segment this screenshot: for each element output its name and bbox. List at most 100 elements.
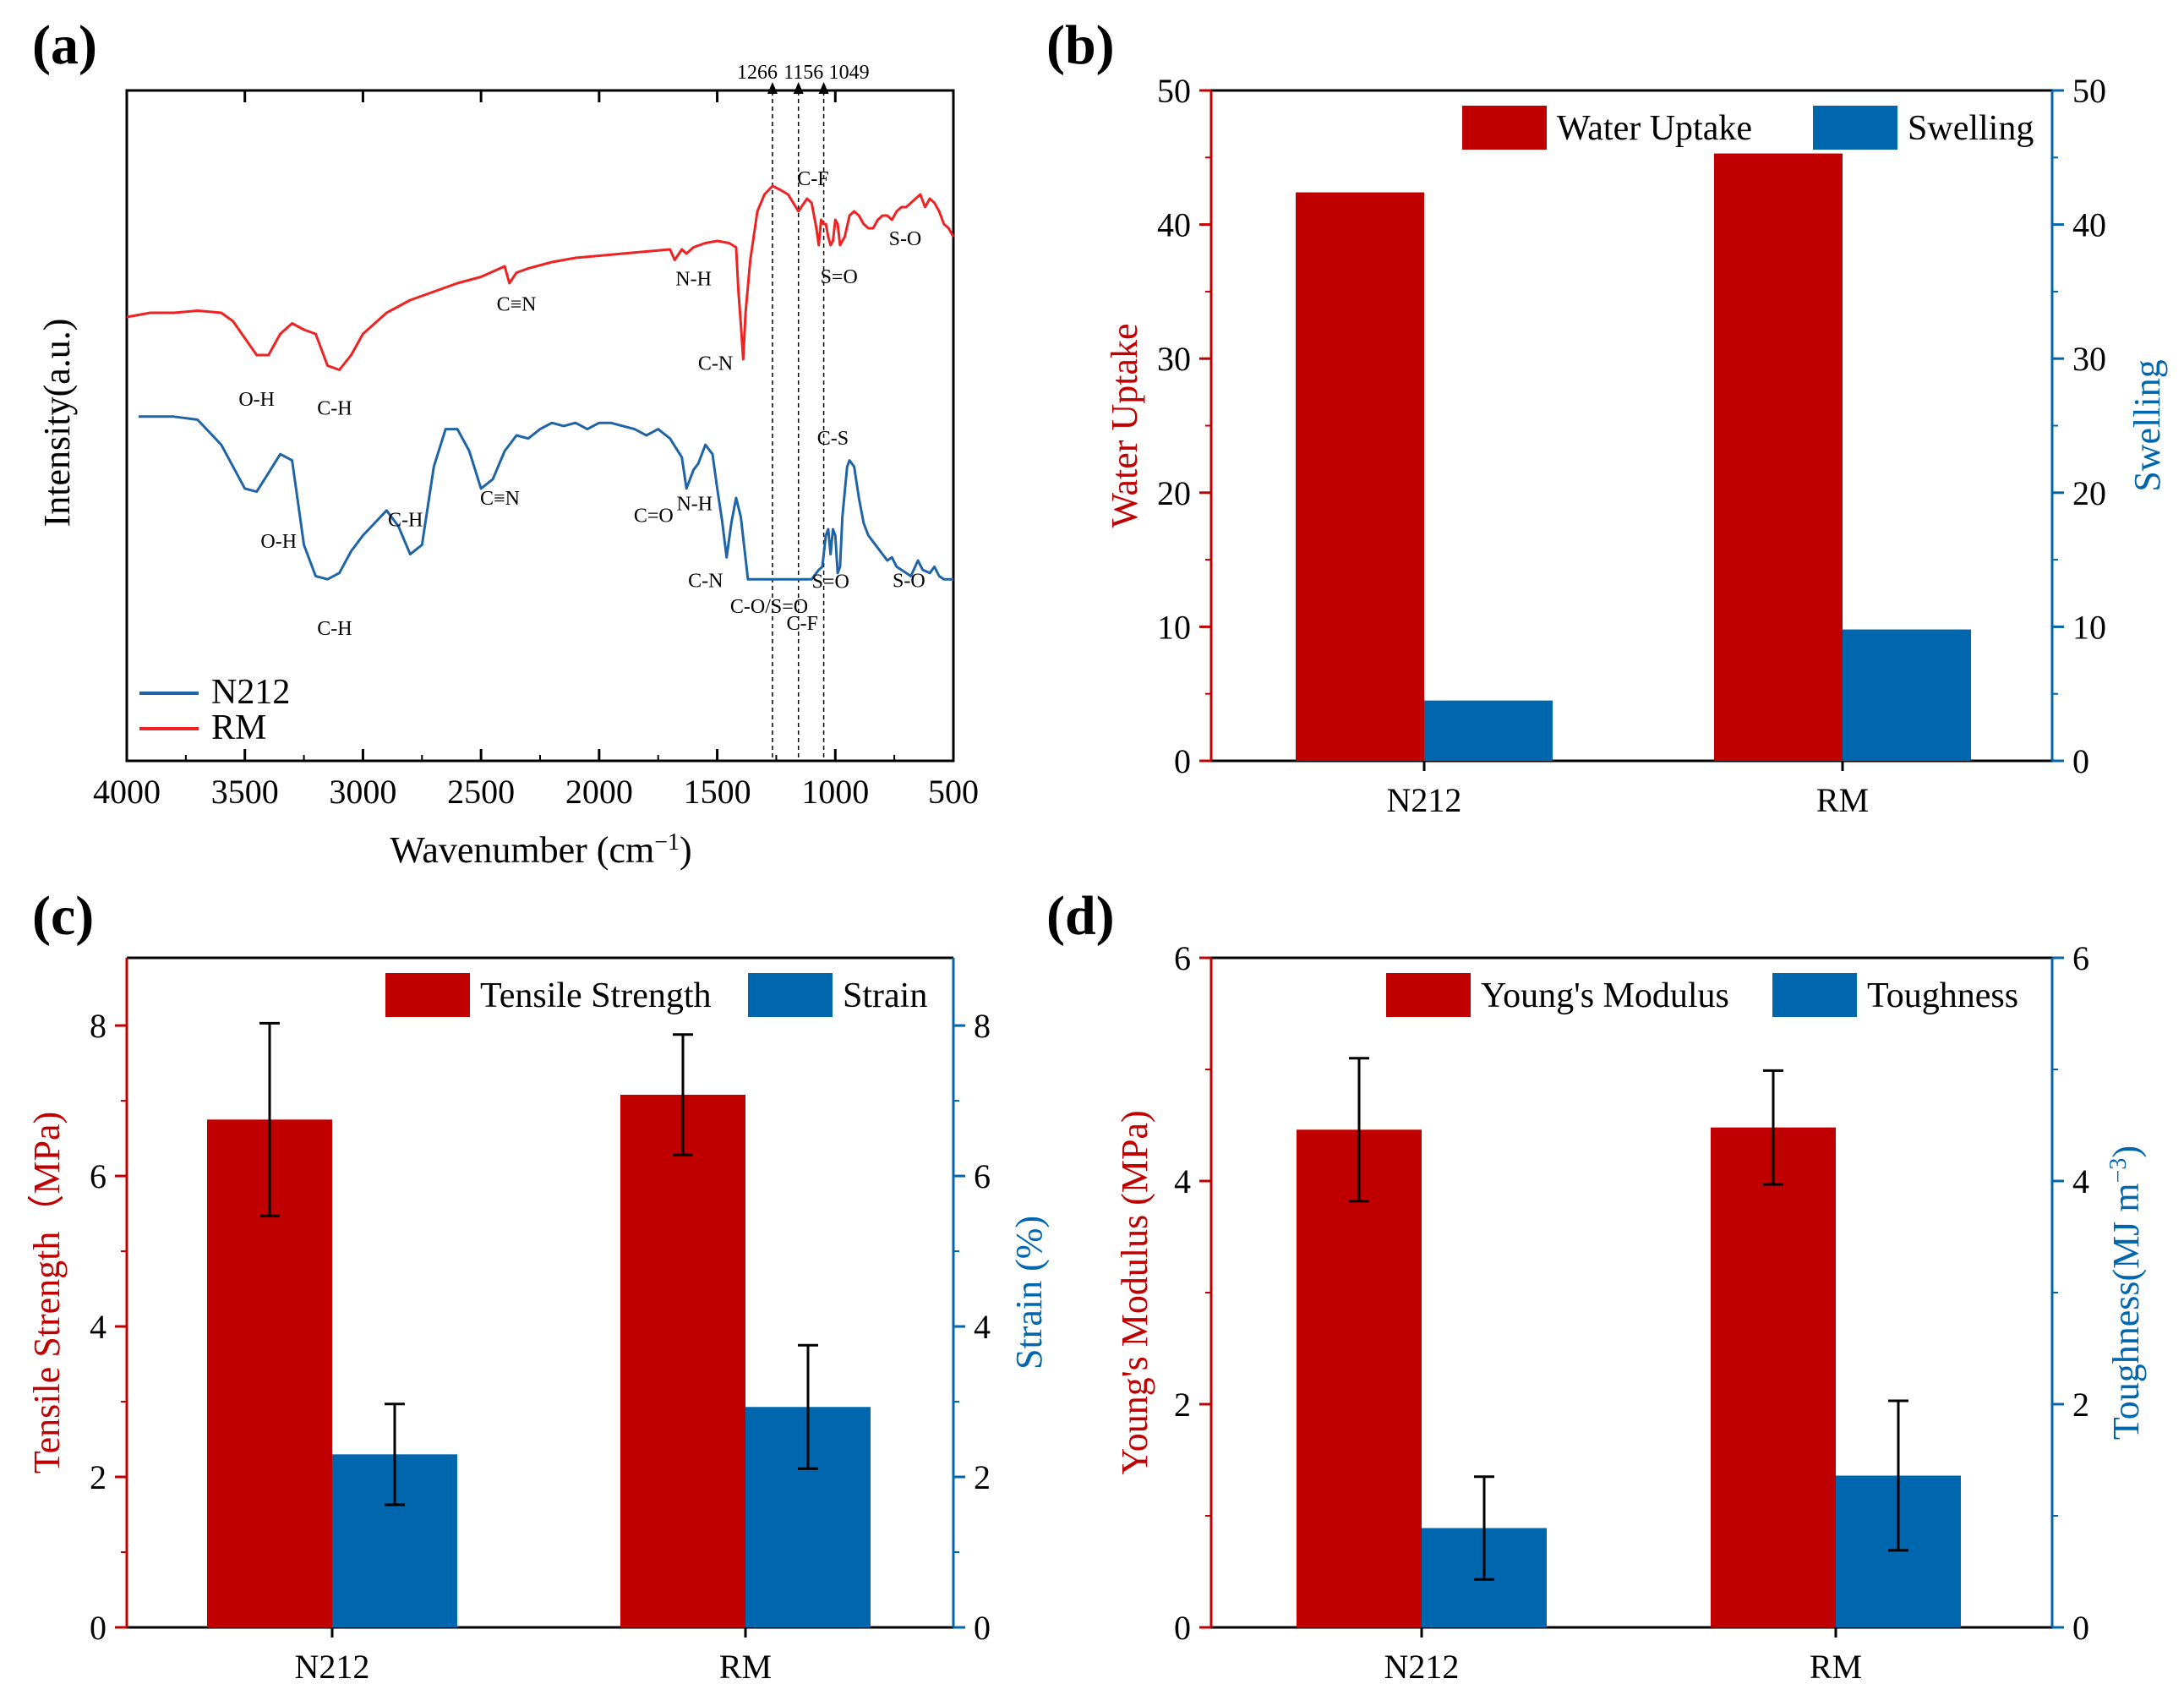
panel-d-label: (d) [1046, 885, 1115, 947]
a-x-tick-label: 3000 [329, 773, 396, 811]
left-tick-label: 2 [1174, 1386, 1191, 1424]
x-category-label: N212 [1384, 1648, 1460, 1686]
legend-swatch-right-series [1813, 106, 1897, 150]
a-series-line-n212 [139, 415, 953, 581]
legend: Tensile Strength Strain [385, 973, 927, 1017]
panel-a-label: (a) [32, 14, 97, 76]
panel-b-water-uptake-chart: (b) 0 10 20 30 40 50 0 10 20 30 40 50 N212 RM Water Up… [1046, 14, 2168, 819]
left-axis-title: Young's Modulus (MPa) [1114, 1110, 1155, 1474]
x-category-label: N212 [295, 1648, 370, 1686]
right-tick-label: 6 [974, 1157, 991, 1195]
left-tick-label: 0 [90, 1609, 106, 1647]
panel-b-plot: 0 10 20 30 40 50 0 10 20 30 40 50 N212 RM Water Uptake… [1104, 72, 2168, 819]
legend-swatch-left-series [385, 973, 470, 1017]
left-tick-label: 6 [90, 1157, 106, 1195]
panel-c-tensile-chart: (c) 0 2 4 6 8 0 2 4 6 8 N212 RM Tensile Strength Stra… [26, 885, 1050, 1686]
a-peak-annotation: C-H [388, 509, 423, 531]
left-tick-label: 8 [90, 1007, 106, 1045]
legend-swatch-left-series [1462, 106, 1547, 150]
a-peak-annotation: C-F [786, 613, 817, 635]
right-tick-label: 30 [2072, 340, 2106, 378]
right-tick-label: 40 [2072, 206, 2106, 244]
right-tick-label: 6 [2072, 939, 2089, 977]
right-tick-label: 8 [974, 1007, 991, 1045]
left-tick-label: 40 [1157, 206, 1191, 244]
a-x-tick-label: 3500 [211, 773, 279, 811]
a-peak-annotation: O-H [260, 531, 297, 553]
bar-swelling-n212 [1424, 700, 1553, 761]
right-tick-label: 10 [2072, 608, 2106, 646]
a-x-tick-label: 500 [928, 773, 979, 811]
right-tick-label: 0 [2072, 1609, 2089, 1647]
panel-a-x-ticks: 4000 3500 3000 2500 2000 1500 1000 500 [93, 90, 979, 811]
right-axis-title: Toughness(MJ m−3) [2105, 1146, 2148, 1440]
legend-label-right-series: Strain [843, 976, 927, 1015]
legend-swatch-left-series [1386, 973, 1471, 1017]
a-peak-annotation: S=O [821, 266, 858, 288]
a-peak-annotation: C-F [797, 168, 828, 190]
a-peak-annotation: N-H [675, 269, 712, 291]
panel-a-ftir-chart: (a) 4000 3500 3000 2500 2000 1500 1000 500 1266… [32, 14, 979, 871]
a-peak-annotation: C-H [317, 618, 352, 640]
legend-label-right-series: Toughness [1867, 976, 2018, 1015]
x-category-label: RM [1810, 1648, 1862, 1686]
left-tick-label: 10 [1157, 608, 1191, 646]
x-category-label: RM [1816, 781, 1869, 819]
a-reference-label: 1156 [784, 62, 823, 84]
right-axis-title: Swelling [2127, 359, 2168, 491]
a-x-tick-label: 1000 [801, 773, 869, 811]
a-peak-annotation: N-H [676, 494, 713, 516]
a-x-tick-label: 4000 [93, 773, 161, 811]
right-tick-label: 2 [974, 1458, 991, 1496]
a-peak-annotation: C-S [817, 428, 849, 450]
a-peak-annotation: O-H [238, 389, 275, 411]
legend: Water Uptake Swelling [1462, 106, 2034, 150]
legend-label-left-series: Tensile Strength [480, 976, 712, 1015]
a-x-tick-label: 1500 [684, 773, 751, 811]
left-tick-label: 30 [1157, 340, 1191, 378]
legend-swatch-right-series [748, 973, 833, 1017]
a-peak-annotation: C-H [317, 398, 352, 420]
panel-a-x-axis-title: Wavenumber (cm−1) [390, 829, 691, 872]
a-x-tick-label: 2500 [447, 773, 515, 811]
a-peak-annotation: C≡N [480, 488, 520, 510]
legend: Young's Modulus Toughness [1386, 973, 2018, 1017]
x-category-label: RM [719, 1648, 772, 1686]
panel-a-series [126, 184, 955, 581]
left-tick-label: 50 [1157, 72, 1191, 110]
a-reference-label: 1266 [737, 62, 778, 84]
panel-c-label: (c) [32, 885, 94, 947]
left-axis-title: Water Uptake [1104, 324, 1145, 528]
a-x-tick-label: 2000 [565, 773, 633, 811]
x-category-label: N212 [1387, 781, 1462, 819]
panel-d-modulus-chart: (d) 0 2 4 6 0 2 4 6 N212 RM Young's Modulus Toughne… [1046, 885, 2147, 1686]
panel-a-annotations: O-H C-HC≡NN-HC-NC-FS=OS-OO-HC-HC-HC≡NC=ON… [238, 168, 925, 640]
right-tick-label: 0 [974, 1609, 991, 1647]
panel-b-label: (b) [1046, 14, 1115, 76]
legend-label-left-series: Young's Modulus [1481, 976, 1729, 1015]
a-reference-arrow [818, 82, 829, 94]
legend-label-right-series: Swelling [1908, 109, 2034, 148]
right-tick-label: 20 [2072, 474, 2106, 512]
bar-water-uptake-rm [1714, 153, 1843, 762]
panel-a-legend: N212 RM [139, 673, 290, 747]
legend-rm-label: RM [211, 708, 266, 747]
legend-swatch-right-series [1772, 973, 1857, 1017]
left-tick-label: 20 [1157, 474, 1191, 512]
right-tick-label: 4 [974, 1308, 991, 1346]
left-tick-label: 0 [1174, 742, 1191, 780]
left-axis-title: Tensile Strength（MPa) [26, 1112, 68, 1474]
a-reference-arrow [767, 82, 778, 94]
a-reference-label: 1049 [829, 62, 870, 84]
right-tick-label: 2 [2072, 1386, 2089, 1424]
right-tick-label: 0 [2072, 742, 2089, 780]
bar-young-s-modulus-n212 [1297, 1129, 1422, 1627]
left-tick-label: 2 [90, 1458, 106, 1496]
panel-a-y-axis-title: Intensity(a.u.) [36, 319, 78, 528]
left-tick-label: 4 [90, 1308, 106, 1346]
right-tick-label: 4 [2072, 1162, 2089, 1200]
legend-n212-label: N212 [211, 673, 290, 712]
left-tick-label: 4 [1174, 1162, 1191, 1200]
